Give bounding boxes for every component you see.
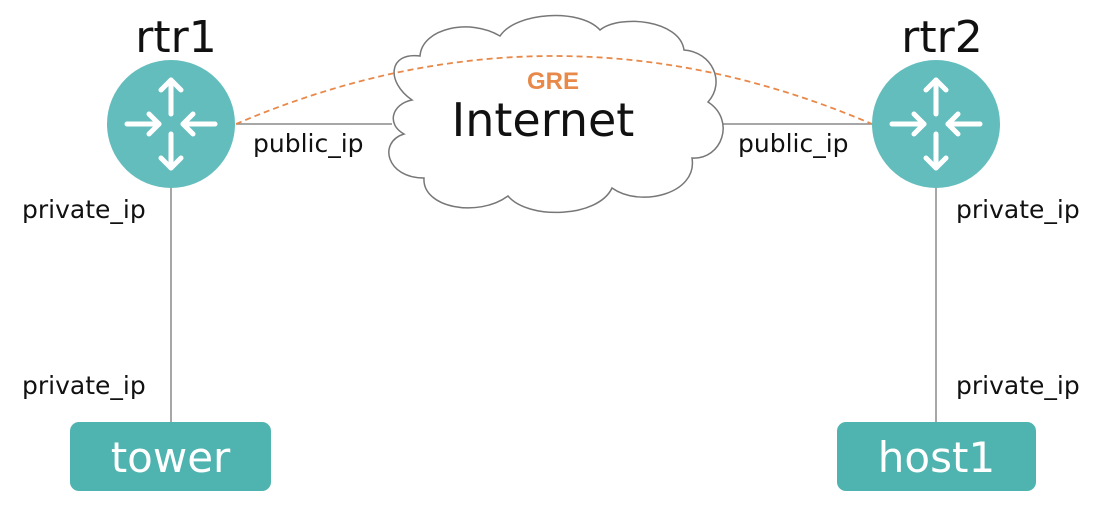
host1-label: host1	[878, 433, 995, 482]
internet-label: Internet	[452, 93, 635, 147]
tower-private-ip-label: private_ip	[22, 371, 146, 400]
host1-node: host1	[837, 422, 1036, 491]
tower-node: tower	[70, 422, 271, 491]
cloud-icon	[388, 14, 724, 214]
internet-cloud: Internet	[388, 14, 724, 214]
router-icon	[872, 60, 1000, 188]
host1-private-ip-label: private_ip	[956, 371, 1080, 400]
rtr1-label: rtr1	[135, 12, 216, 63]
rtr2-node: rtr2	[872, 12, 1000, 188]
rtr1-public-ip-label: public_ip	[253, 129, 364, 158]
tower-label: tower	[111, 433, 231, 482]
host1-box	[837, 422, 1036, 491]
router-icon	[107, 60, 235, 188]
tower-box	[70, 422, 271, 491]
rtr2-label: rtr2	[901, 12, 982, 63]
rtr1-node: rtr1	[107, 12, 235, 188]
gre-label: GRE	[527, 68, 579, 95]
gre-tunnel-line	[235, 55, 873, 125]
rtr2-public-ip-label: public_ip	[738, 129, 849, 158]
rtr2-private-ip-label: private_ip	[956, 195, 1080, 224]
rtr1-private-ip-label: private_ip	[22, 195, 146, 224]
